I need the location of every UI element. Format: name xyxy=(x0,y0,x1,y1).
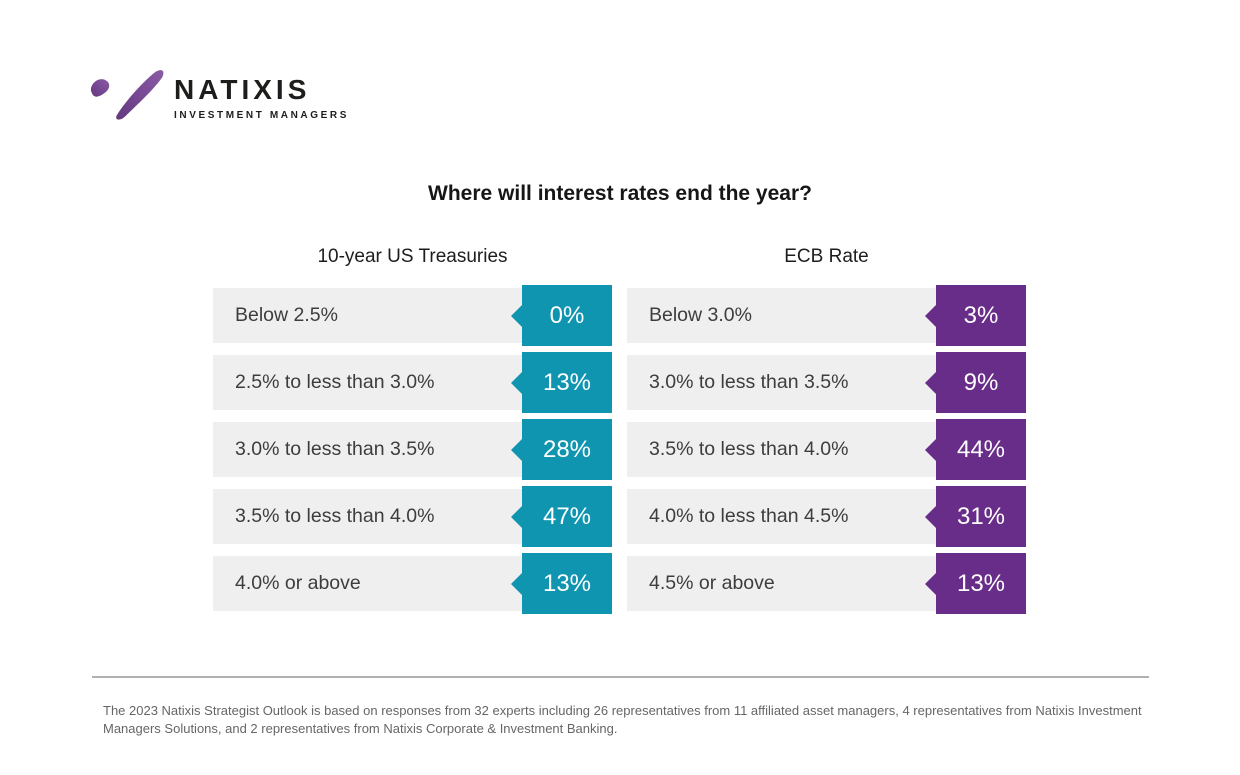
rate-range-label: 3.0% to less than 3.5% xyxy=(235,438,435,460)
value-badge: 31% xyxy=(925,486,1026,547)
rate-range-label: 4.5% or above xyxy=(649,572,775,594)
badge-arrow-icon xyxy=(925,571,937,596)
table-row: 4.0% or above 13% xyxy=(213,553,612,614)
value-text: 3% xyxy=(963,301,999,329)
table-row: Below 3.0% 3% xyxy=(627,285,1026,346)
page-title: Where will interest rates end the year? xyxy=(428,182,812,205)
value-text: 31% xyxy=(956,502,1006,530)
value-badge: 44% xyxy=(925,419,1026,480)
table-row: Below 2.5% 0% xyxy=(213,285,612,346)
value-badge: 13% xyxy=(511,553,612,614)
tables-container: 10-year US Treasuries Below 2.5% 0% 2.5%… xyxy=(213,246,1026,614)
value-text: 44% xyxy=(956,435,1006,463)
rate-range-label: Below 3.0% xyxy=(649,304,752,326)
value-text: 28% xyxy=(542,435,592,463)
footer-divider xyxy=(92,676,1149,678)
logo-subtitle-text: INVESTMENT MANAGERS xyxy=(174,110,349,121)
value-text: 13% xyxy=(542,368,592,396)
ecb-rate-table: ECB Rate Below 3.0% 3% 3.0% to less than… xyxy=(627,246,1026,614)
badge-arrow-icon xyxy=(925,437,937,462)
rate-range-label: 3.0% to less than 3.5% xyxy=(649,371,849,393)
value-text: 13% xyxy=(956,569,1006,597)
value-badge: 9% xyxy=(925,352,1026,413)
us-treasuries-header: 10-year US Treasuries xyxy=(317,246,508,267)
badge-arrow-icon xyxy=(925,370,937,395)
value-badge: 0% xyxy=(511,285,612,346)
table-row: 4.0% to less than 4.5% 31% xyxy=(627,486,1026,547)
badge-arrow-icon xyxy=(925,504,937,529)
table-row: 3.0% to less than 3.5% 28% xyxy=(213,419,612,480)
rate-range-label: Below 2.5% xyxy=(235,304,338,326)
table-row: 3.5% to less than 4.0% 47% xyxy=(213,486,612,547)
rate-range-label: 4.0% or above xyxy=(235,572,361,594)
table-row: 3.5% to less than 4.0% 44% xyxy=(627,419,1026,480)
value-badge: 13% xyxy=(511,352,612,413)
badge-arrow-icon xyxy=(511,504,523,529)
value-text: 0% xyxy=(549,301,585,329)
table-row: 3.0% to less than 3.5% 9% xyxy=(627,352,1026,413)
logo-text: NATIXIS INVESTMENT MANAGERS xyxy=(174,60,349,122)
badge-arrow-icon xyxy=(511,370,523,395)
badge-arrow-icon xyxy=(925,303,937,328)
value-badge: 28% xyxy=(511,419,612,480)
rate-range-label: 3.5% to less than 4.0% xyxy=(235,505,435,527)
value-badge: 13% xyxy=(925,553,1026,614)
methodology-footnote: The 2023 Natixis Strategist Outlook is b… xyxy=(103,703,1142,737)
rate-range-label: 2.5% to less than 3.0% xyxy=(235,371,435,393)
natixis-brushstroke-icon xyxy=(90,70,164,120)
us-treasuries-table: 10-year US Treasuries Below 2.5% 0% 2.5%… xyxy=(213,246,612,614)
value-text: 13% xyxy=(542,569,592,597)
rate-range-label: 3.5% to less than 4.0% xyxy=(649,438,849,460)
value-badge: 47% xyxy=(511,486,612,547)
badge-arrow-icon xyxy=(511,571,523,596)
value-text: 47% xyxy=(542,502,592,530)
rate-range-label: 4.0% to less than 4.5% xyxy=(649,505,849,527)
logo-brand-text: NATIXIS xyxy=(174,74,311,105)
ecb-rate-header: ECB Rate xyxy=(784,246,869,267)
value-badge: 3% xyxy=(925,285,1026,346)
value-text: 9% xyxy=(963,368,999,396)
table-row: 2.5% to less than 3.0% 13% xyxy=(213,352,612,413)
badge-arrow-icon xyxy=(511,303,523,328)
badge-arrow-icon xyxy=(511,437,523,462)
natixis-logo: NATIXIS INVESTMENT MANAGERS xyxy=(88,60,349,124)
table-row: 4.5% or above 13% xyxy=(627,553,1026,614)
